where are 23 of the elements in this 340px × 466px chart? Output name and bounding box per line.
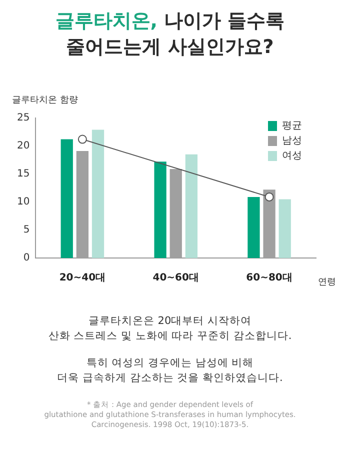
bar [60,139,73,258]
legend-label: 평균 [282,120,302,132]
bar [154,162,166,258]
bar [278,199,291,258]
legend-label: 남성 [282,136,302,147]
text: 글루타치온은 20대부터 시작하여 산화 스트레스 및 노화에 따라 꾸준히 감소합니다. [47,314,293,344]
y-tick-label: 20 [16,140,30,152]
x-tick-label: 20~40대 [59,272,106,284]
x-tick-label: 60~80대 [246,272,292,284]
y-axis-title: 글루타치온 함량 [12,95,78,106]
chart-title: 글루타치온, 나이가 들수록 줄어드는게 사실인가요? [54,9,286,60]
y-tick-label: 15 [16,168,30,180]
bar [92,130,104,258]
y-tick-label: 10 [16,196,30,208]
bar [185,154,198,258]
x-tick-label: 40~60대 [152,272,199,284]
text: 특히 여성의 경우에는 남성에 비해 더욱 급속하게 감소하는 것을 확인하였습니다. [56,356,284,386]
legend-label: 여성 [282,150,302,162]
x-axis-title: 연령 [318,277,336,288]
bar [248,196,260,258]
y-tick-label: 5 [23,224,30,236]
y-tick-label: 25 [16,112,30,124]
y-tick-label: 0 [23,252,30,264]
